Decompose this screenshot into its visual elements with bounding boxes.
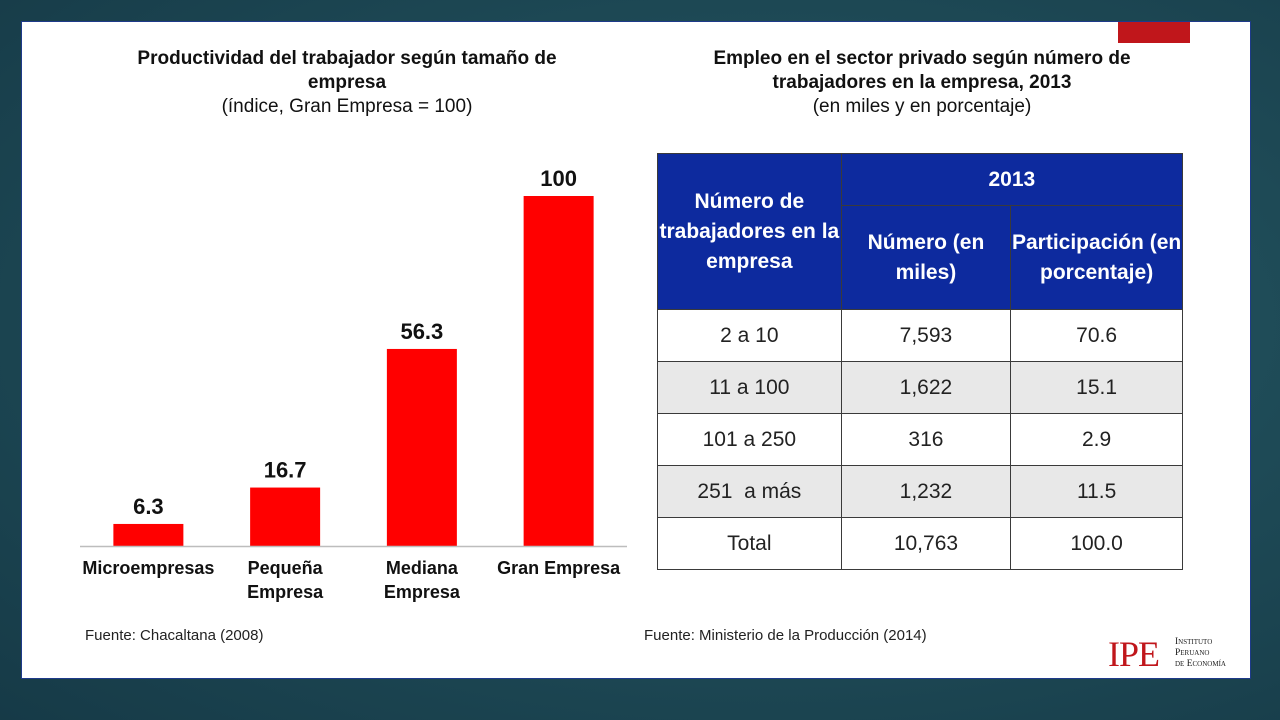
- ipe-name-line: de Economía: [1175, 659, 1226, 669]
- ipe-logo-name: Instituto Peruano de Economía: [1175, 637, 1226, 670]
- header-row-label: Número de trabajadores en la empresa: [657, 153, 842, 310]
- bar-mediana-empresa: [386, 348, 457, 546]
- category-label: Mediana: [386, 558, 459, 578]
- table-title: Empleo en el sector privado según número…: [662, 47, 1182, 119]
- row-numero: 1,232: [840, 465, 1012, 518]
- table-title-text: Empleo en el sector privado según número…: [713, 48, 1131, 93]
- table-row-total: Total 10,763 100.0: [657, 517, 1183, 570]
- bar-value-label: 56.3: [400, 319, 443, 344]
- ipe-logo: IPE Instituto Peruano de Economía: [1108, 634, 1238, 674]
- accent-tab: [1118, 22, 1190, 43]
- row-numero: 1,622: [840, 361, 1012, 414]
- table-row: 11 a 100 1,622 15.1: [657, 361, 1183, 414]
- ipe-logo-letters: IPE: [1108, 634, 1160, 674]
- ipe-name-line: Instituto: [1175, 637, 1213, 647]
- bar-value-label: 100: [540, 166, 577, 191]
- bar-microempresas: [113, 523, 184, 546]
- row-numero: 7,593: [840, 309, 1012, 362]
- productivity-bar-chart: 6.3 Microempresas 16.7 Pequeña Empresa 56.3 Me…: [80, 166, 627, 602]
- chart-subtitle: (índice, Gran Empresa = 100): [221, 96, 473, 117]
- bar-value-label: 16.7: [264, 458, 307, 483]
- category-label: Gran Empresa: [497, 558, 621, 578]
- bar-gran-empresa: [523, 196, 594, 546]
- chart-source: Fuente: Chacaltana (2008): [85, 627, 264, 644]
- row-numero: 316: [840, 413, 1012, 466]
- chart-title-text: Productividad del trabajador según tamañ…: [137, 48, 557, 93]
- table-row: 251 a más 1,232 11.5: [657, 465, 1183, 518]
- table-row: 101 a 250 316 2.9: [657, 413, 1183, 466]
- ipe-name-line: Peruano: [1175, 648, 1210, 658]
- bar-value-label: 6.3: [133, 494, 164, 519]
- row-participacion: 70.6: [1010, 309, 1183, 362]
- table-source: Fuente: Ministerio de la Producción (201…: [644, 627, 927, 644]
- row-label: Total: [657, 517, 842, 570]
- header-numero: Número (en miles): [840, 205, 1012, 310]
- row-participacion: 11.5: [1010, 465, 1183, 518]
- category-label: Empresa: [247, 582, 324, 602]
- category-label: Empresa: [384, 582, 461, 602]
- row-label: 251 a más: [657, 465, 842, 518]
- bar-pequeña-empresa: [250, 487, 321, 546]
- row-label: 2 a 10: [657, 309, 842, 362]
- row-numero: 10,763: [840, 517, 1012, 570]
- employment-table: Número de trabajadores en la empresa 201…: [657, 153, 1184, 570]
- table-subtitle: (en miles y en porcentaje): [812, 96, 1032, 117]
- row-participacion: 2.9: [1010, 413, 1183, 466]
- row-participacion: 100.0: [1010, 517, 1183, 570]
- chart-title: Productividad del trabajador según tamañ…: [122, 47, 572, 119]
- row-label: 11 a 100: [657, 361, 842, 414]
- table-row: 2 a 10 7,593 70.6: [657, 309, 1183, 362]
- slide: Productividad del trabajador según tamañ…: [21, 21, 1251, 679]
- row-participacion: 15.1: [1010, 361, 1183, 414]
- row-label: 101 a 250: [657, 413, 842, 466]
- category-label: Microempresas: [82, 558, 214, 578]
- header-year: 2013: [840, 153, 1184, 206]
- header-participacion: Participación (en porcentaje): [1010, 205, 1183, 310]
- category-label: Pequeña: [248, 558, 324, 578]
